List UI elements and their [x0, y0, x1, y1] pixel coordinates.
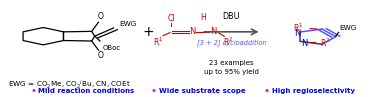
Text: •: •	[150, 86, 156, 96]
Text: R$^1$: R$^1$	[153, 35, 163, 48]
Text: Cl: Cl	[167, 14, 175, 23]
Text: R$^2$: R$^2$	[223, 35, 233, 48]
Text: EWG: EWG	[119, 21, 136, 27]
Text: DBU: DBU	[223, 12, 240, 21]
Text: R$^1$: R$^1$	[293, 22, 303, 34]
Text: EWG = CO$_2$Me, CO$_2$$^i$Bu, CN, COEt: EWG = CO$_2$Me, CO$_2$$^i$Bu, CN, COEt	[8, 79, 130, 91]
Text: N: N	[302, 39, 308, 48]
Text: Mild reaction conditions: Mild reaction conditions	[39, 88, 135, 94]
Text: •: •	[263, 86, 270, 96]
Text: H: H	[200, 13, 206, 22]
Text: N: N	[211, 27, 217, 36]
Text: +: +	[143, 25, 155, 39]
Text: N: N	[189, 27, 195, 36]
Text: •: •	[30, 86, 36, 96]
Text: O: O	[98, 12, 103, 21]
Text: [3 + 2] cycloaddition: [3 + 2] cycloaddition	[197, 39, 266, 46]
Text: O: O	[98, 51, 103, 60]
Text: High regioselectivity: High regioselectivity	[272, 88, 355, 94]
Text: Wide substrate scope: Wide substrate scope	[159, 88, 245, 94]
Text: R$^2$: R$^2$	[319, 36, 330, 48]
Text: OBoc: OBoc	[103, 45, 121, 51]
Text: N: N	[294, 29, 301, 38]
Text: 23 examples
up to 95% yield: 23 examples up to 95% yield	[204, 60, 259, 75]
Text: EWG: EWG	[339, 25, 357, 31]
